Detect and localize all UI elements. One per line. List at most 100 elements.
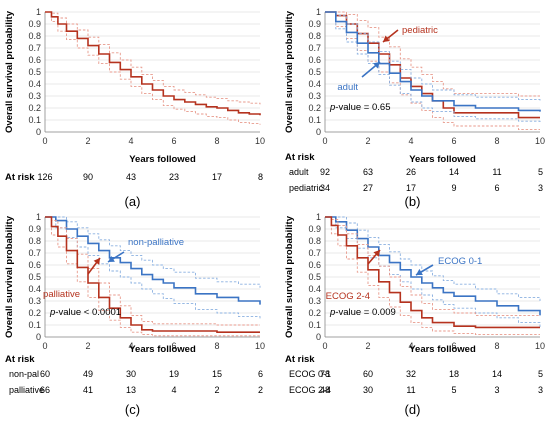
at-risk-value: 17 <box>406 183 416 193</box>
y-tick-label: 0.8 <box>308 31 321 41</box>
ci-upper-line <box>325 216 540 316</box>
x-tick-label: 6 <box>171 136 176 146</box>
series-palliative <box>45 216 260 337</box>
y-tick-label: 0.1 <box>28 320 41 330</box>
y-tick-label: 0.1 <box>28 115 41 125</box>
at-risk-value: 5 <box>538 369 543 379</box>
x-tick-label: 6 <box>171 341 176 351</box>
at-risk-value: 5 <box>538 167 543 177</box>
y-tick-label: 0.6 <box>308 55 321 65</box>
y-tick-label: 0.3 <box>308 91 321 101</box>
at-risk-value: 17 <box>212 172 222 182</box>
panel-c: 00.10.20.30.40.50.60.70.80.910 2 4 6 8 10Over… <box>4 212 265 417</box>
at-risk-value: 6 <box>494 183 499 193</box>
y-tick-label: 0.8 <box>28 236 41 246</box>
x-tick-label: 2 <box>365 341 370 351</box>
at-risk-value: 63 <box>363 167 373 177</box>
at-risk-header: At risk <box>5 172 35 183</box>
y-tick-label: 0.2 <box>308 103 321 113</box>
y-tick-label: 0.9 <box>308 224 321 234</box>
x-tick-label: 2 <box>85 136 90 146</box>
y-tick-label: 0.2 <box>308 308 321 318</box>
at-risk-row-label: ECOG 2-4 <box>289 385 331 395</box>
x-tick-label: 6 <box>451 136 456 146</box>
ci-upper-line <box>45 216 261 288</box>
at-risk-value: 19 <box>169 369 179 379</box>
at-risk-value: 126 <box>37 172 52 182</box>
y-tick-label: 0.7 <box>28 43 41 53</box>
ci-lower-line <box>45 216 260 337</box>
y-tick-label: 0.3 <box>28 91 41 101</box>
ci-upper-line <box>325 11 541 101</box>
y-axis-label: Overall survival probability <box>284 10 295 133</box>
at-risk-value: 18 <box>449 369 459 379</box>
y-tick-label: 0 <box>316 332 321 342</box>
y-tick-label: 0.7 <box>308 43 321 53</box>
survival-line <box>325 216 540 329</box>
x-tick-label: 2 <box>85 341 90 351</box>
panel-d: 00.10.20.30.40.50.60.70.80.910 2 4 6 8 10Over… <box>284 212 545 417</box>
at-risk-value: 9 <box>451 183 456 193</box>
y-tick-label: 0.5 <box>28 272 41 282</box>
y-tick-label: 1 <box>36 7 41 17</box>
at-risk-header: At risk <box>285 152 315 163</box>
survival-line <box>45 216 261 305</box>
at-risk-header: At risk <box>5 354 35 365</box>
y-tick-label: 0.5 <box>308 67 321 77</box>
at-risk-value: 11 <box>492 167 501 177</box>
series-label: ECOG 0-1 <box>438 256 482 267</box>
series-pediatric <box>325 11 540 131</box>
y-axis-label: Overall survival probability <box>4 10 15 133</box>
at-risk-value: 34 <box>320 183 330 193</box>
x-tick-label: 10 <box>255 136 265 146</box>
at-risk-value: 27 <box>363 183 373 193</box>
at-risk-value: 30 <box>126 369 136 379</box>
at-risk-value: 2 <box>214 385 219 395</box>
y-tick-label: 0.7 <box>28 248 41 258</box>
x-tick-label: 4 <box>128 136 133 146</box>
y-tick-label: 0.5 <box>308 272 321 282</box>
y-tick-label: 0.4 <box>28 284 41 294</box>
at-risk-row-label: ECOG 0-1 <box>289 369 331 379</box>
x-tick-label: 8 <box>494 341 499 351</box>
at-risk-value: 32 <box>406 369 416 379</box>
y-tick-label: 0.7 <box>308 248 321 258</box>
at-risk-value: 60 <box>40 369 50 379</box>
y-tick-label: 0 <box>36 127 41 137</box>
at-risk-value: 48 <box>320 385 330 395</box>
x-tick-label: 0 <box>322 341 327 351</box>
ci-lower-line <box>45 11 261 125</box>
panel-a: 00.10.20.30.40.50.60.70.80.910 2 4 6 8 10Over… <box>4 7 265 209</box>
x-axis-label: Years followed <box>409 344 476 355</box>
x-tick-label: 4 <box>408 136 413 146</box>
at-risk-value: 43 <box>126 172 136 182</box>
y-tick-label: 0.9 <box>28 224 41 234</box>
arrowhead <box>373 250 380 257</box>
at-risk-value: 13 <box>126 385 136 395</box>
arrowhead <box>373 62 380 69</box>
y-tick-label: 0.5 <box>28 67 41 77</box>
at-risk-value: 23 <box>169 172 179 182</box>
y-tick-label: 0.6 <box>308 260 321 270</box>
series-label: palliative <box>43 289 80 300</box>
at-risk-value: 60 <box>363 369 373 379</box>
series-adult <box>325 11 541 123</box>
y-tick-label: 0.1 <box>308 320 321 330</box>
at-risk-value: 14 <box>492 369 502 379</box>
y-tick-label: 0.8 <box>28 31 41 41</box>
at-risk-value: 26 <box>406 167 416 177</box>
at-risk-row-label: pediatric <box>289 183 324 193</box>
y-tick-label: 0.6 <box>28 260 41 270</box>
ci-upper-line <box>45 216 260 326</box>
at-risk-value: 6 <box>258 369 263 379</box>
x-tick-label: 10 <box>255 341 265 351</box>
y-axis-label: Overall survival probability <box>4 215 15 338</box>
at-risk-value: 8 <box>258 172 263 182</box>
y-tick-label: 0 <box>316 127 321 137</box>
ci-lower-line <box>325 11 541 123</box>
at-risk-table: At risk ECOG 0-178 60 32 18 14 5 ECOG 2-448 30 11… <box>285 354 543 395</box>
series-label: adult <box>337 82 358 93</box>
y-tick-label: 1 <box>36 212 41 222</box>
ci-upper-line <box>325 216 541 301</box>
